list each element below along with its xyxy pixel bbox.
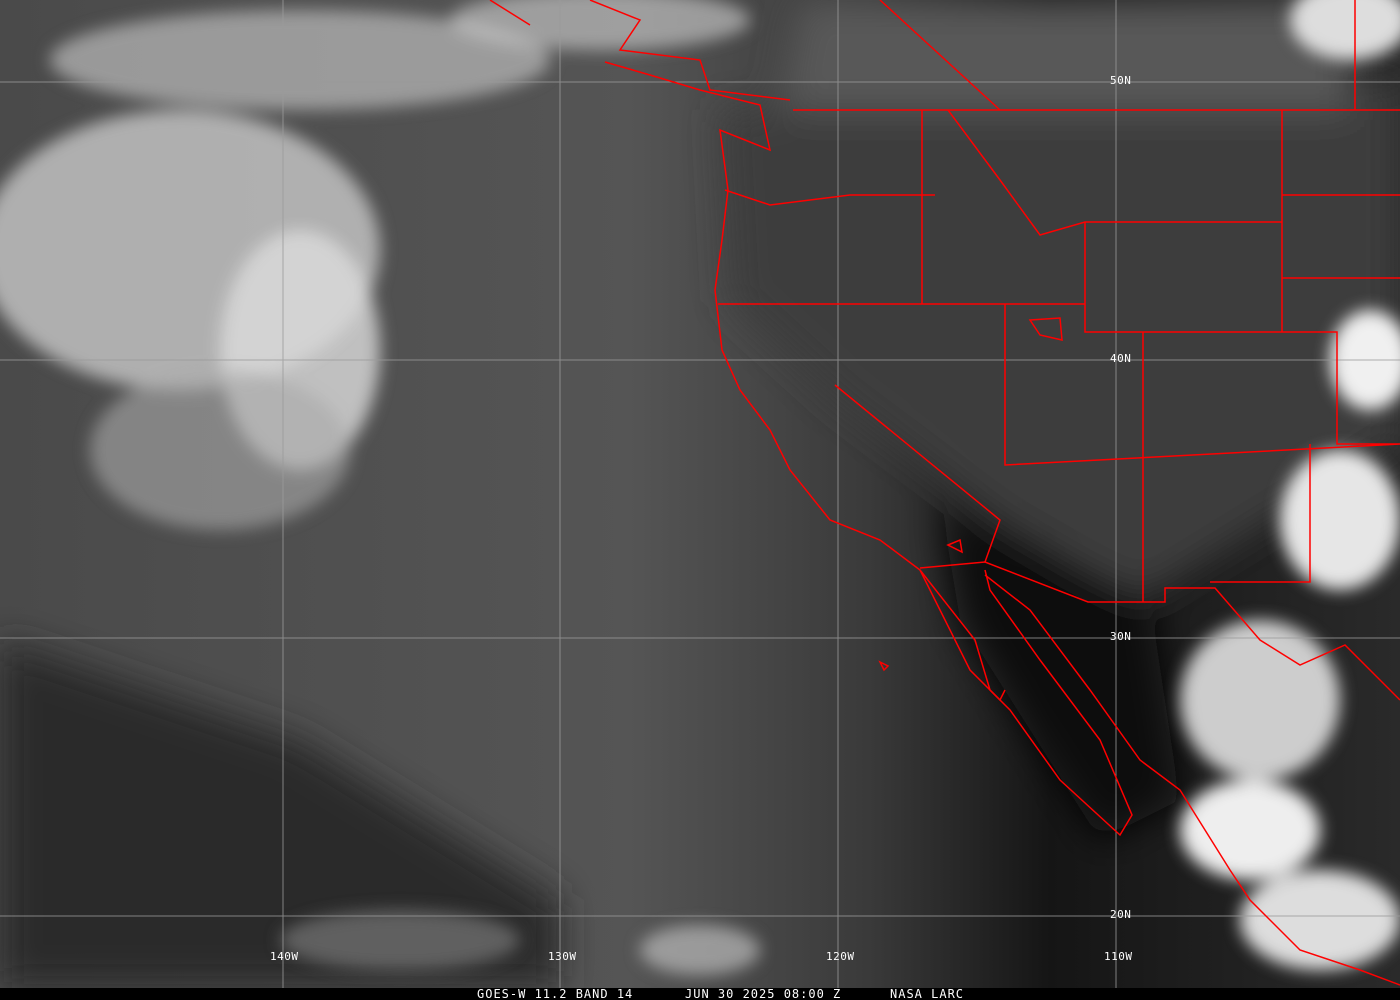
lat-label-50n: 50N: [1110, 74, 1132, 87]
salton-lakes: [878, 317, 1063, 672]
lat-label-30n: 30N: [1110, 630, 1132, 643]
political-borders: [489, 0, 1400, 986]
lon-label-140w: 140W: [270, 950, 299, 963]
mexico-mainland-coast: [984, 574, 1400, 986]
lon-label-130w: 130W: [548, 950, 577, 963]
coastline: [604, 61, 1006, 702]
us-canada-border: [793, 0, 1400, 111]
source-credit: NASA LARC: [890, 987, 965, 1000]
state-borders: [718, 0, 1400, 602]
coastline-bc: [489, 0, 791, 101]
timestamp: JUN 30 2025 08:00 Z: [685, 987, 842, 1000]
lon-label-120w: 120W: [826, 950, 855, 963]
lat-label-20n: 20N: [1110, 908, 1132, 921]
lat-label-40n: 40N: [1110, 352, 1132, 365]
lon-label-110w: 110W: [1104, 950, 1133, 963]
image-caption-bar: GOES-W 11.2 BAND 14 JUN 30 2025 08:00 Z …: [0, 987, 1400, 1000]
us-mexico-border: [919, 561, 1400, 701]
cloud-cover: [0, 0, 1400, 975]
baja-peninsula: [919, 569, 1133, 837]
band-description: GOES-W 11.2 BAND 14: [477, 987, 634, 1000]
